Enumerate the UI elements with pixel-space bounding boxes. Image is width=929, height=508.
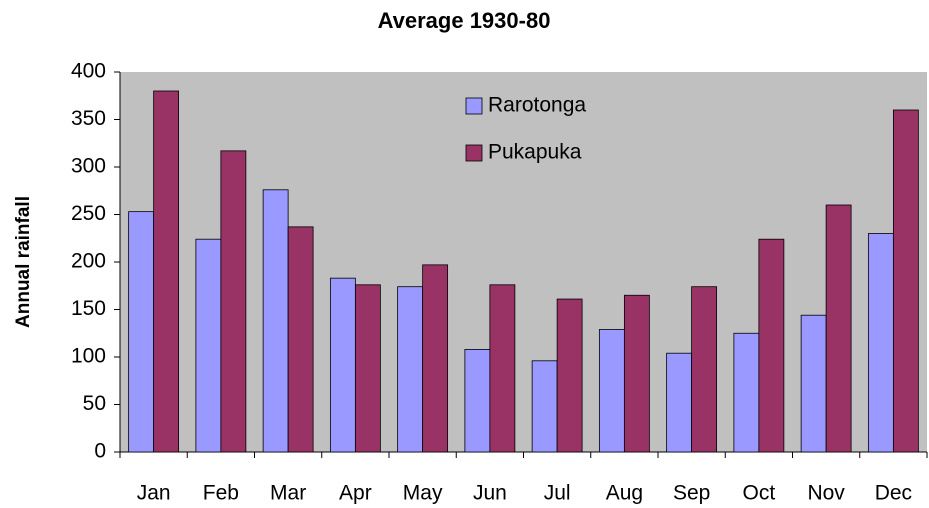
legend-label: Rarotonga	[488, 94, 586, 117]
x-tick-label: Apr	[339, 482, 372, 505]
bar	[531, 360, 558, 453]
bar	[195, 238, 222, 453]
y-tick-label: 50	[83, 392, 106, 415]
bar	[867, 233, 894, 453]
chart-title: Average 1930-80	[378, 8, 551, 33]
legend-swatch	[465, 144, 483, 162]
bar	[800, 314, 827, 453]
x-tick-label: Mar	[270, 482, 306, 505]
y-tick-label: 300	[71, 155, 106, 178]
legend-label: Pukapuka	[488, 141, 582, 164]
y-tick-label: 250	[71, 202, 106, 225]
y-tick-label: 150	[71, 297, 106, 320]
legend-swatch	[465, 97, 483, 115]
x-tick-label: Jul	[544, 482, 571, 505]
bar	[825, 204, 852, 453]
bar	[598, 329, 625, 453]
y-tick-label: 100	[71, 345, 106, 368]
x-tick-label: Jan	[137, 482, 171, 505]
bar	[691, 286, 718, 453]
x-tick-label: Dec	[875, 482, 912, 505]
y-axis-label: Annual rainfall	[13, 196, 34, 328]
y-tick-label: 350	[71, 107, 106, 130]
x-tick-label: Oct	[743, 482, 776, 505]
plot-area	[120, 72, 927, 452]
x-tick-label: Aug	[606, 482, 643, 505]
bar	[329, 277, 356, 453]
bar	[464, 348, 491, 453]
bar	[287, 226, 314, 453]
bar	[128, 211, 155, 453]
bar	[623, 294, 650, 453]
bar	[422, 264, 449, 453]
bar	[354, 284, 381, 453]
bar	[556, 298, 583, 453]
bar	[397, 286, 424, 453]
x-tick-label: May	[403, 482, 443, 505]
y-tick-label: 200	[71, 250, 106, 273]
bar	[733, 332, 760, 453]
x-tick-label: Feb	[203, 482, 239, 505]
bar	[220, 150, 247, 453]
bar	[758, 238, 785, 453]
y-tick-label: 0	[94, 440, 106, 463]
bar	[666, 352, 693, 453]
x-tick-label: Jun	[473, 482, 507, 505]
x-tick-label: Sep	[673, 482, 710, 505]
x-tick-label: Nov	[807, 482, 845, 505]
bar	[892, 109, 919, 453]
bar	[489, 284, 516, 453]
y-tick-label: 400	[71, 60, 106, 83]
bar	[153, 90, 180, 453]
bar	[262, 189, 289, 453]
